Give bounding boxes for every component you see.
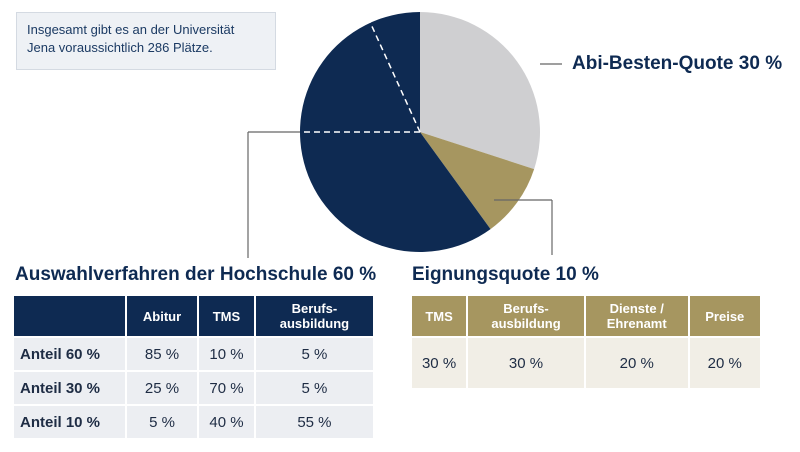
- table-cell: 25 %: [127, 372, 198, 404]
- header-cell-tms: TMS: [412, 296, 467, 336]
- table-row: Anteil 60 % 85 % 10 % 5 %: [14, 338, 373, 370]
- abi-besten-quote-label: Abi-Besten-Quote 30 %: [572, 53, 783, 74]
- pie-dashed-divider: [369, 21, 421, 133]
- row-label: Anteil 60 %: [14, 338, 125, 370]
- header-cell-empty: [14, 296, 125, 336]
- table-cell: 20 %: [585, 338, 688, 388]
- header-cell-dienste-ehrenamt: Dienste / Ehrenamt: [585, 296, 688, 336]
- table-cell: 40 %: [199, 406, 254, 438]
- info-box: Insgesamt gibt es an der Universität Jen…: [16, 12, 276, 70]
- pie-slice-eignungsquote: [420, 132, 535, 230]
- hochschule-table: Abitur TMS Berufs- ausbildung Anteil 60 …: [12, 294, 375, 440]
- table-row: Anteil 30 % 25 % 70 % 5 %: [14, 372, 373, 404]
- hochschule-title: Auswahlverfahren der Hochschule 60 %: [15, 264, 377, 285]
- header-cell-berufsausbildung: Berufs- ausbildung: [255, 296, 373, 336]
- table-cell: 5 %: [255, 372, 373, 404]
- eignungsquote-table-header: TMS Berufs- ausbildung Dienste / Ehrenam…: [412, 296, 760, 336]
- info-text: Insgesamt gibt es an der Universität Jen…: [27, 22, 235, 55]
- table-cell: 5 %: [255, 338, 373, 370]
- header-cell-berufsausbildung: Berufs- ausbildung: [468, 296, 584, 336]
- table-cell: 85 %: [127, 338, 198, 370]
- hochschule-table-header: Abitur TMS Berufs- ausbildung: [14, 296, 373, 336]
- table-row: 30 % 30 % 20 % 20 %: [412, 338, 760, 388]
- row-label: Anteil 10 %: [14, 406, 125, 438]
- table-row: Anteil 10 % 5 % 40 % 55 %: [14, 406, 373, 438]
- eignungsquote-table: TMS Berufs- ausbildung Dienste / Ehrenam…: [410, 294, 762, 390]
- header-cell-abitur: Abitur: [127, 296, 198, 336]
- table-cell: 30 %: [412, 338, 467, 388]
- row-label: Anteil 30 %: [14, 372, 125, 404]
- header-cell-tms: TMS: [199, 296, 254, 336]
- table-cell: 20 %: [689, 338, 760, 388]
- table-cell: 5 %: [127, 406, 198, 438]
- table-cell: 55 %: [255, 406, 373, 438]
- header-cell-preise: Preise: [689, 296, 760, 336]
- table-cell: 10 %: [199, 338, 254, 370]
- eignungsquote-title: Eignungsquote 10 %: [412, 264, 599, 285]
- table-cell: 70 %: [199, 372, 254, 404]
- table-cell: 30 %: [468, 338, 584, 388]
- pie-slice-abi-besten-quote: [420, 12, 540, 170]
